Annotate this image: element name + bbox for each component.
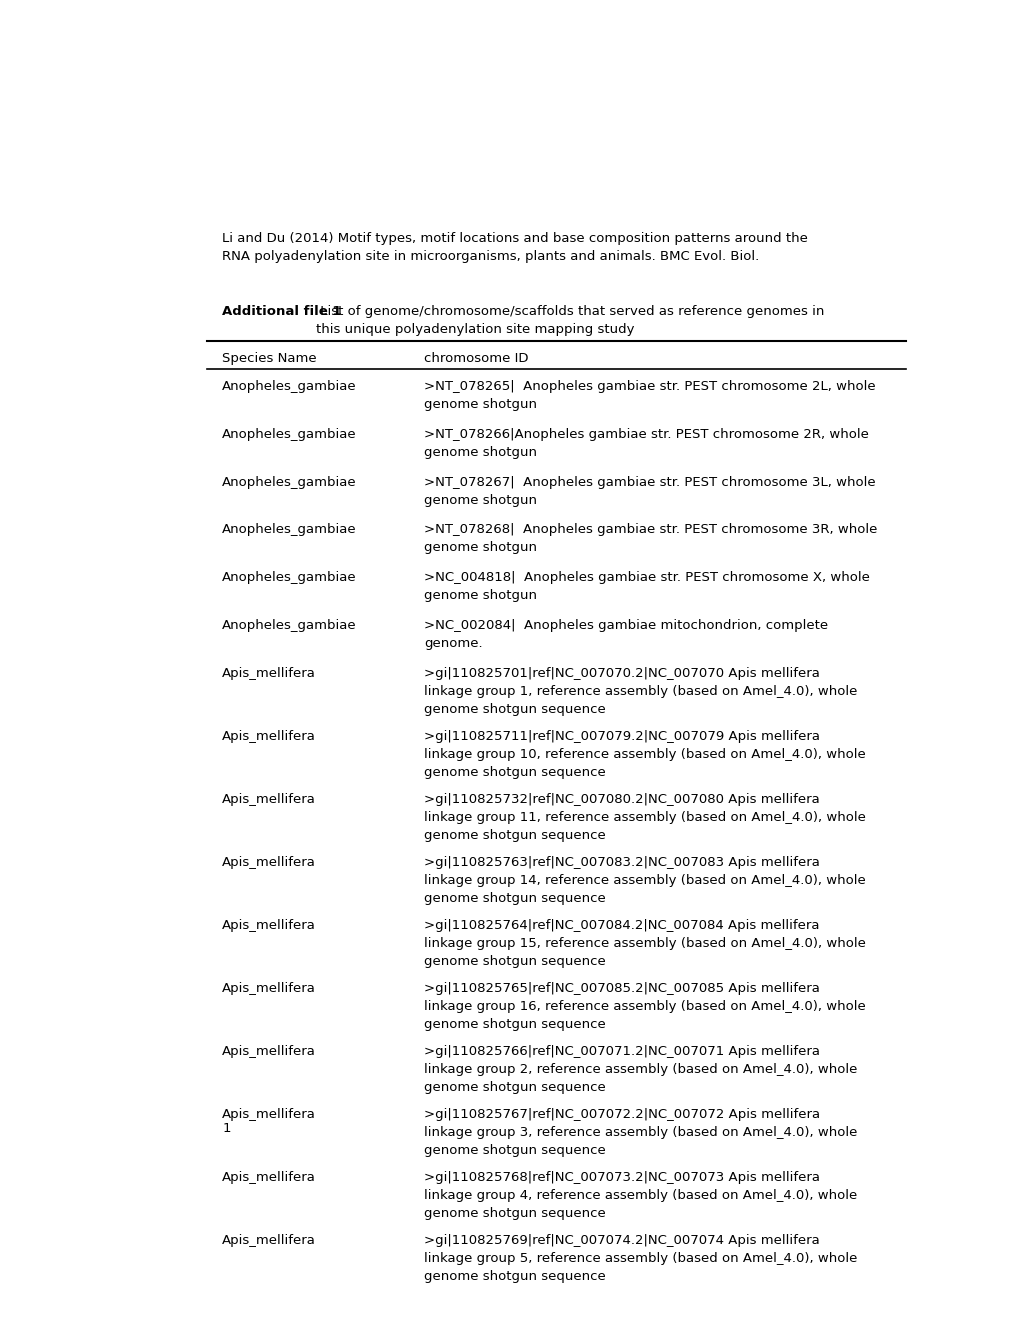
Text: Anopheles_gambiae: Anopheles_gambiae (222, 572, 357, 583)
Text: >gi|110825763|ref|NC_007083.2|NC_007083 Apis mellifera
linkage group 14, referen: >gi|110825763|ref|NC_007083.2|NC_007083 … (424, 855, 865, 904)
Text: >gi|110825769|ref|NC_007074.2|NC_007074 Apis mellifera
linkage group 5, referenc: >gi|110825769|ref|NC_007074.2|NC_007074 … (424, 1234, 857, 1283)
Text: Apis_mellifera: Apis_mellifera (222, 1171, 316, 1184)
Text: >gi|110825766|ref|NC_007071.2|NC_007071 Apis mellifera
linkage group 2, referenc: >gi|110825766|ref|NC_007071.2|NC_007071 … (424, 1044, 857, 1094)
Text: 1: 1 (222, 1122, 230, 1135)
Text: Anopheles_gambiae: Anopheles_gambiae (222, 428, 357, 441)
Text: Apis_mellifera: Apis_mellifera (222, 855, 316, 869)
Text: >gi|110825767|ref|NC_007072.2|NC_007072 Apis mellifera
linkage group 3, referenc: >gi|110825767|ref|NC_007072.2|NC_007072 … (424, 1107, 857, 1156)
Text: >NC_002084|  Anopheles gambiae mitochondrion, complete
genome.: >NC_002084| Anopheles gambiae mitochondr… (424, 619, 827, 649)
Text: Apis_mellifera: Apis_mellifera (222, 982, 316, 995)
Text: Anopheles_gambiae: Anopheles_gambiae (222, 380, 357, 393)
Text: Li and Du (2014) Motif types, motif locations and base composition patterns arou: Li and Du (2014) Motif types, motif loca… (222, 231, 807, 263)
Text: Apis_mellifera: Apis_mellifera (222, 919, 316, 932)
Text: Apis_mellifera: Apis_mellifera (222, 1234, 316, 1247)
Text: >NT_078265|  Anopheles gambiae str. PEST chromosome 2L, whole
genome shotgun: >NT_078265| Anopheles gambiae str. PEST … (424, 380, 874, 411)
Text: List of genome/chromosome/scaffolds that served as reference genomes in
this uni: List of genome/chromosome/scaffolds that… (315, 305, 823, 337)
Text: >NT_078267|  Anopheles gambiae str. PEST chromosome 3L, whole
genome shotgun: >NT_078267| Anopheles gambiae str. PEST … (424, 475, 874, 507)
Text: chromosome ID: chromosome ID (424, 351, 528, 364)
Text: >gi|110825768|ref|NC_007073.2|NC_007073 Apis mellifera
linkage group 4, referenc: >gi|110825768|ref|NC_007073.2|NC_007073 … (424, 1171, 856, 1220)
Text: >gi|110825701|ref|NC_007070.2|NC_007070 Apis mellifera
linkage group 1, referenc: >gi|110825701|ref|NC_007070.2|NC_007070 … (424, 667, 857, 715)
Text: >NC_004818|  Anopheles gambiae str. PEST chromosome X, whole
genome shotgun: >NC_004818| Anopheles gambiae str. PEST … (424, 572, 869, 602)
Text: Apis_mellifera: Apis_mellifera (222, 730, 316, 743)
Text: Apis_mellifera: Apis_mellifera (222, 667, 316, 680)
Text: Additional file 1: Additional file 1 (222, 305, 341, 318)
Text: Species Name: Species Name (222, 351, 317, 364)
Text: Apis_mellifera: Apis_mellifera (222, 1107, 316, 1121)
Text: >NT_078266|Anopheles gambiae str. PEST chromosome 2R, whole
genome shotgun: >NT_078266|Anopheles gambiae str. PEST c… (424, 428, 868, 459)
Text: Anopheles_gambiae: Anopheles_gambiae (222, 475, 357, 488)
Text: >gi|110825764|ref|NC_007084.2|NC_007084 Apis mellifera
linkage group 15, referen: >gi|110825764|ref|NC_007084.2|NC_007084 … (424, 919, 865, 968)
Text: Apis_mellifera: Apis_mellifera (222, 792, 316, 805)
Text: >gi|110825732|ref|NC_007080.2|NC_007080 Apis mellifera
linkage group 11, referen: >gi|110825732|ref|NC_007080.2|NC_007080 … (424, 792, 865, 842)
Text: Anopheles_gambiae: Anopheles_gambiae (222, 619, 357, 632)
Text: Apis_mellifera: Apis_mellifera (222, 1044, 316, 1057)
Text: Anopheles_gambiae: Anopheles_gambiae (222, 523, 357, 536)
Text: >gi|110825711|ref|NC_007079.2|NC_007079 Apis mellifera
linkage group 10, referen: >gi|110825711|ref|NC_007079.2|NC_007079 … (424, 730, 865, 779)
Text: >NT_078268|  Anopheles gambiae str. PEST chromosome 3R, whole
genome shotgun: >NT_078268| Anopheles gambiae str. PEST … (424, 523, 876, 554)
Text: >gi|110825765|ref|NC_007085.2|NC_007085 Apis mellifera
linkage group 16, referen: >gi|110825765|ref|NC_007085.2|NC_007085 … (424, 982, 865, 1031)
